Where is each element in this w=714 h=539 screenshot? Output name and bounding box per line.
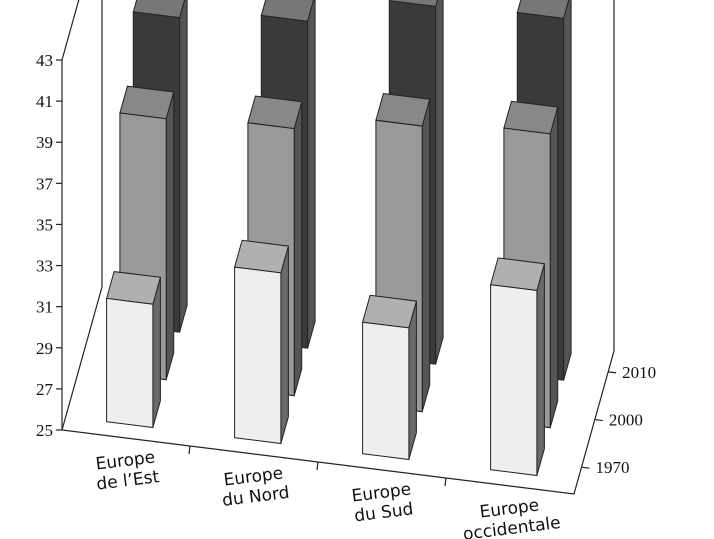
y-tick-label: 29: [36, 339, 53, 358]
category-label: Europeoccidentale: [459, 493, 561, 539]
back-walls-outline: [61, 0, 615, 351]
chart-frame: [61, 0, 615, 495]
x-tick-mark: [188, 445, 191, 455]
bar-front-face: [106, 297, 154, 429]
bar-1970-3: [361, 294, 418, 461]
y-tick-label: 35: [36, 215, 53, 234]
category-label: Europede l’Est: [93, 447, 161, 494]
y-tick-label: 37: [36, 174, 54, 193]
bar-side-face: [549, 106, 559, 428]
bar-1970-2: [233, 239, 290, 445]
category-label: Europedu Nord: [219, 463, 291, 511]
y-tick-label: 27: [36, 380, 54, 399]
depth-axis-labels: 1970 2000 2010: [581, 363, 656, 477]
depth-tick-label: 2010: [622, 363, 656, 382]
x-tick-mark: [316, 461, 319, 471]
bar-side-face: [293, 101, 303, 396]
bar-side-face: [307, 0, 316, 349]
depth-tick-mark: [594, 418, 603, 422]
bar-front-face: [234, 266, 282, 445]
category-label: Europedu Sud: [350, 479, 414, 526]
bar-1970-1: [105, 271, 162, 429]
depth-tick-label: 2000: [609, 411, 643, 430]
bar-side-face: [165, 91, 175, 380]
y-tick-label: 31: [36, 298, 53, 317]
depth-tick-label: 1970: [595, 458, 629, 477]
bar-side-face: [435, 0, 444, 365]
depth-tick-mark: [608, 371, 617, 374]
bar-side-face: [421, 99, 431, 412]
y-tick-label: 43: [36, 51, 53, 70]
floor-front-and-right-edge: [61, 60, 615, 495]
floor-left-edge: [61, 286, 103, 431]
bar-side-face: [179, 0, 188, 333]
bar-1970-4: [489, 257, 546, 477]
y-tick-label: 39: [36, 133, 53, 152]
bar-front-face: [362, 321, 410, 461]
x-tick-mark: [444, 477, 447, 487]
bar-front-face: [490, 284, 538, 477]
bar-side-face: [563, 0, 572, 381]
y-axis-ticks: 25 27 29 31 33 35 37 39 41 43: [36, 51, 62, 440]
y-tick-label: 41: [36, 92, 53, 111]
depth-tick-mark: [581, 466, 590, 469]
bars: [105, 0, 572, 477]
bar-side-face: [536, 263, 545, 476]
y-tick-label: 25: [36, 421, 53, 440]
bar-side-face: [280, 245, 289, 444]
y-tick-label: 33: [36, 257, 53, 276]
